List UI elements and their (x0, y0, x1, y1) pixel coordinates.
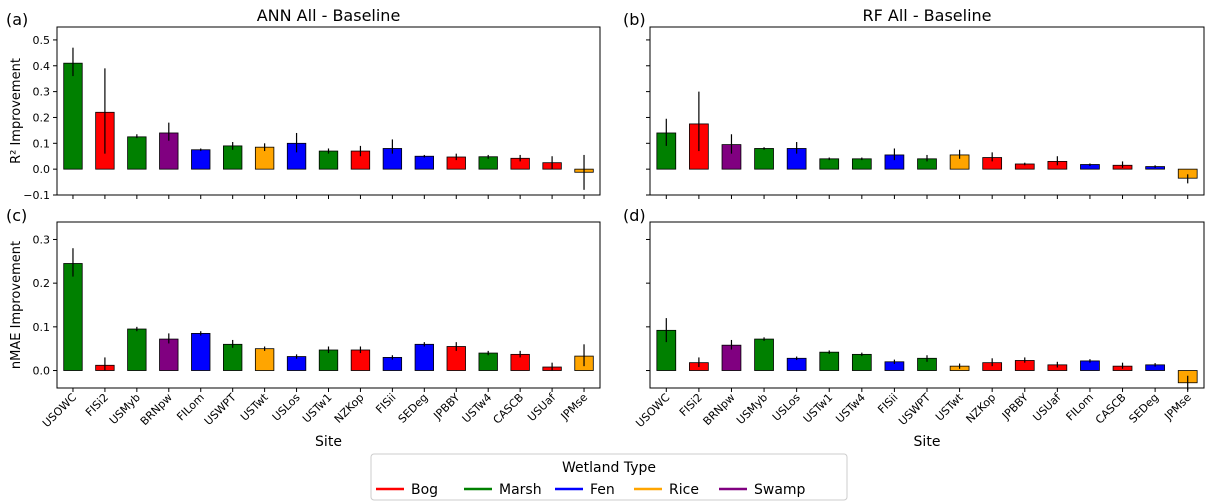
x-tick-label: USLos (770, 391, 803, 424)
x-tick-label: FISii (875, 391, 900, 416)
bar-FILom (191, 149, 211, 170)
bar-USMyb (127, 136, 147, 170)
panel-title: ANN All - Baseline (257, 6, 401, 25)
x-tick-label: BRNpw (701, 391, 738, 428)
legend-entry-marsh: Marsh (464, 482, 542, 498)
axes-frame (56, 26, 601, 196)
x-tick-label: FISi2 (83, 391, 111, 419)
panel-letter: (c) (6, 206, 27, 225)
y-tick-label: 0.2 (33, 277, 51, 290)
bar-USMyb (754, 148, 774, 170)
x-tick-label: USOWC (40, 391, 79, 430)
bar-USOWC (63, 62, 83, 170)
bar-BRNpw (159, 338, 179, 371)
x-tick-label: USTw4 (460, 391, 495, 426)
legend-label: Rice (669, 482, 699, 498)
x-tick-label: JPMse (1161, 391, 1194, 424)
panel-letter: (d) (623, 206, 646, 225)
legend-entry-fen: Fen (555, 482, 615, 498)
y-tick-label: 0.1 (33, 321, 51, 334)
bar-USMyb (127, 328, 147, 371)
x-tick-label: USTw1 (300, 391, 335, 426)
x-tick-label: BRNpw (138, 391, 175, 428)
bar-USTw4 (851, 353, 872, 371)
x-tick-label: CASCB (1093, 391, 1129, 427)
bar-NZKop (350, 349, 371, 371)
legend-label: Marsh (499, 482, 542, 498)
x-tick-label: FISi2 (677, 391, 705, 419)
legend-entry-rice: Rice (634, 482, 699, 498)
bar-USTw1 (819, 351, 840, 371)
y-tick-label: 0.3 (33, 233, 51, 246)
x-tick-label: FISii (373, 391, 398, 416)
x-tick-label: USUaf (525, 390, 559, 424)
x-axis-label: Site (315, 434, 342, 450)
panel-2: RF All - Baseline (b) (623, 6, 1205, 199)
bar-USWPT (223, 343, 243, 371)
x-tick-label: USTwt (933, 390, 966, 423)
bar-USMyb (754, 338, 774, 371)
legend-label: Swamp (754, 482, 806, 498)
x-tick-label: USTwt (238, 390, 271, 423)
x-tick-label: FILom (1064, 391, 1096, 423)
x-tick-label: NZKop (964, 391, 999, 426)
bar-USTw1 (318, 150, 339, 170)
bar-SEDeg (414, 155, 434, 170)
y-tick-label: 0.4 (33, 60, 51, 73)
x-tick-label: USTw1 (801, 391, 836, 426)
x-tick-label: NZKop (332, 391, 367, 426)
y-axis-label: nMAE Improvement (9, 241, 24, 369)
y-tick-label: 0.0 (33, 163, 51, 176)
x-tick-label: SEDeg (396, 391, 431, 426)
bar-USTw1 (318, 349, 339, 371)
y-tick-label: 0.2 (33, 111, 51, 124)
panel-letter: (b) (623, 10, 646, 29)
bar-USLos (786, 357, 807, 371)
y-axis-label: R² Improvement (9, 58, 24, 164)
bar-USTw1 (819, 158, 840, 170)
legend-label: Bog (411, 482, 438, 498)
y-tick-label: 0.0 (33, 365, 51, 378)
bar-USTw4 (851, 158, 872, 170)
x-axis-label: Site (914, 434, 941, 450)
x-tick-label: USLos (270, 391, 303, 424)
legend-label: Fen (590, 482, 615, 498)
x-tick-label: USMyb (107, 391, 143, 427)
y-tick-label: 0.3 (33, 86, 51, 99)
x-tick-label: JPBBY (999, 391, 1031, 423)
x-tick-label: SEDeg (1126, 391, 1161, 426)
x-tick-label: USTw4 (833, 391, 868, 426)
axes-frame (649, 26, 1205, 196)
x-tick-label: USMyb (734, 391, 770, 427)
y-tick-label: 0.1 (33, 137, 51, 150)
legend-entry-swamp: Swamp (719, 482, 806, 498)
bar-USTwt (254, 348, 275, 371)
x-tick-label: USOWC (633, 391, 672, 430)
x-tick-label: JPBBY (430, 391, 462, 423)
legend-title: Wetland Type (562, 460, 656, 476)
bar-FILom (191, 332, 211, 371)
legend-entry-bog: Bog (376, 482, 438, 498)
x-tick-label: JPMse (558, 391, 591, 424)
x-tick-label: USWPT (202, 391, 239, 428)
bar-USOWC (63, 263, 83, 371)
panel-letter: (a) (6, 10, 28, 29)
legend: Wetland Type Bog Marsh Fen Rice Swamp (370, 453, 848, 501)
x-tick-label: USWPT (896, 391, 933, 428)
bar-SEDeg (414, 343, 434, 371)
y-tick-label: −0.1 (23, 189, 50, 202)
y-tick-label: 0.5 (33, 34, 51, 47)
x-tick-label: CASCB (491, 391, 527, 427)
bar-USTw4 (478, 352, 498, 371)
panel-title: RF All - Baseline (862, 6, 991, 25)
panel-1: −0.1 0.0 0.1 0.2 0.3 0.4 0.5 ANN All - Baseline… (6, 6, 601, 202)
x-tick-label: USUaf (1030, 390, 1064, 424)
